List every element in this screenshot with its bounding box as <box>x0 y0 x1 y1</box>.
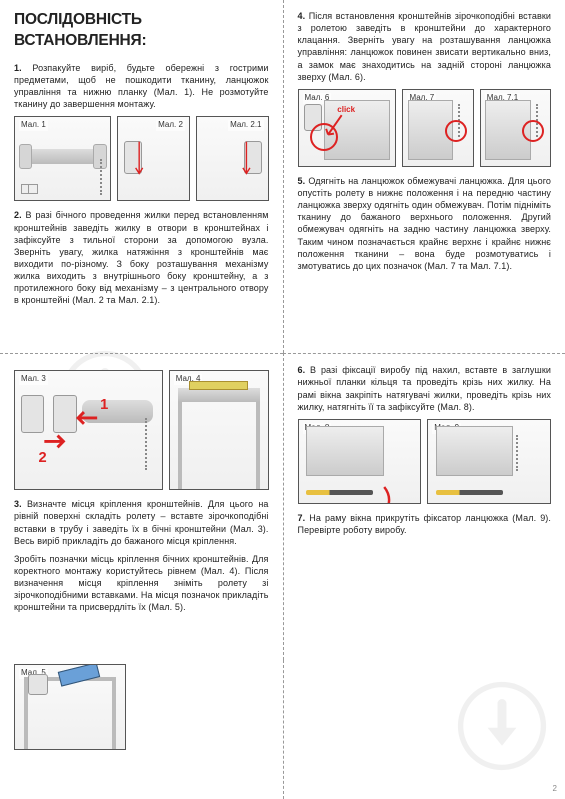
step-7-body: На раму вікна прикрутіть фіксатор ланцюж… <box>298 513 552 535</box>
step-3a-body: Визначте місця кріплення кронштейнів. Дл… <box>14 499 269 545</box>
section-1-2: ПОСЛІДОВНІСТЬ ВСТАНОВЛЕННЯ: 1. Розпакуйт… <box>0 0 283 353</box>
figure-label: Мал. 1 <box>19 120 48 131</box>
step-2-text: 2. В разі бічного проведення жилки перед… <box>14 209 269 306</box>
section-bottom-right <box>283 660 565 799</box>
step-3b-text: Зробіть позначки місць кріплення бічних … <box>14 553 269 614</box>
step-3a-text: 3. Визначте місця кріплення кронштейнів.… <box>14 498 269 547</box>
page-number: 2 <box>553 784 557 795</box>
figure-6: Мал. 6 click <box>298 89 397 167</box>
section-fig5: Мал. 5 <box>0 660 283 799</box>
step-5-text: 5. Одягніть на ланцюжок обмежувачі ланцю… <box>298 175 552 272</box>
figure-4: Мал. 4 <box>169 370 269 490</box>
step-4-text: 4. Після встановлення кронштейнів зірочк… <box>298 10 552 83</box>
figure-2: Мал. 2 <box>117 116 190 201</box>
page-grid: ПОСЛІДОВНІСТЬ ВСТАНОВЛЕННЯ: 1. Розпакуйт… <box>0 0 565 799</box>
svg-text:2: 2 <box>38 450 46 466</box>
section-3: Мал. 3 2 1 Мал. 4 3. Визначте місця крі <box>0 353 283 660</box>
step-1-text: 1. Розпакуйте виріб, будьте обережні з г… <box>14 62 269 111</box>
figure-2-1: Мал. 2.1 <box>196 116 269 201</box>
svg-text:1: 1 <box>100 397 108 413</box>
step-6-text: 6. В разі фіксації виробу під нахил, вст… <box>298 364 552 413</box>
figure-1: Мал. 1 <box>14 116 111 201</box>
step-2-body: В разі бічного проведення жилки перед вс… <box>14 210 269 305</box>
figure-5: Мал. 5 <box>14 664 126 750</box>
figure-9: Мал. 9 <box>427 419 551 504</box>
section-6-7: 6. В разі фіксації виробу під нахил, вст… <box>283 353 565 660</box>
step-4-body: Після встановлення кронштейнів зірочкопо… <box>298 11 552 82</box>
step-3b-body: Зробіть позначки місць кріплення бічних … <box>14 554 269 613</box>
figure-7: Мал. 7 <box>402 89 473 167</box>
figure-3: Мал. 3 2 1 <box>14 370 163 490</box>
figure-8: Мал. 8 <box>298 419 422 504</box>
section-4-5: 4. Після встановлення кронштейнів зірочк… <box>283 0 565 353</box>
page-title: ПОСЛІДОВНІСТЬ ВСТАНОВЛЕННЯ: <box>14 10 269 52</box>
figure-7-1: Мал. 7.1 <box>480 89 551 167</box>
step-6-body: В разі фіксації виробу під нахил, вставт… <box>298 365 552 411</box>
step-7-text: 7. На раму вікна прикрутіть фіксатор лан… <box>298 512 552 536</box>
step-5-body: Одягніть на ланцюжок обмежувачі ланцюжка… <box>298 176 552 271</box>
step-1-body: Розпакуйте виріб, будьте обережні з гост… <box>14 63 269 109</box>
